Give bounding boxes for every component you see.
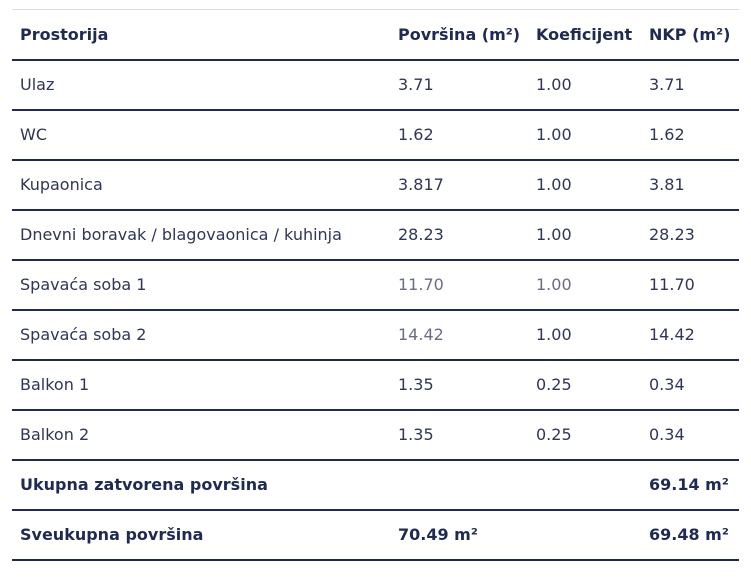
header-coef: Koeficijent: [536, 24, 633, 44]
total-closed-row: Ukupna zatvorena površina 69.14 m²: [12, 460, 739, 510]
cell-coef: 1.00: [536, 175, 572, 194]
table-row: Balkon 1 1.35 0.25 0.34: [12, 360, 739, 410]
total-closed-label: Ukupna zatvorena površina: [20, 475, 268, 494]
cell-area: 1.35: [398, 425, 434, 444]
cell-nkp: 3.81: [649, 175, 685, 194]
header-room: Prostorija: [20, 24, 109, 44]
table-row: Spavaća soba 2 14.42 1.00 14.42: [12, 310, 739, 360]
cell-room: Balkon 2: [20, 425, 90, 444]
total-overall-label: Sveukupna površina: [20, 525, 204, 544]
cell-area: 1.62: [398, 125, 434, 144]
total-closed-area: [390, 460, 528, 510]
header-nkp: NKP (m²): [649, 24, 731, 44]
table-row: Kupaonica 3.817 1.00 3.81: [12, 160, 739, 210]
header-area: Površina (m²): [398, 24, 521, 44]
cell-room: Ulaz: [20, 75, 55, 94]
cell-nkp: 0.34: [649, 375, 685, 394]
table-row: Spavaća soba 1 11.70 1.00 11.70: [12, 260, 739, 310]
cell-nkp: 3.71: [649, 75, 685, 94]
total-overall-nkp: 69.48 m²: [649, 525, 729, 544]
table-header: Prostorija Površina (m²) Koeficijent NKP…: [12, 9, 739, 60]
cell-area: 1.35: [398, 375, 434, 394]
table-body: Ulaz 3.71 1.00 3.71 WC 1.62 1.00 1.62 Ku…: [12, 60, 739, 560]
cell-room: Balkon 1: [20, 375, 90, 394]
header-row: Prostorija Površina (m²) Koeficijent NKP…: [12, 9, 739, 60]
cell-room: Spavaća soba 2: [20, 325, 147, 344]
cell-coef: 1.00: [536, 225, 572, 244]
cell-area: 3.71: [398, 75, 434, 94]
table-row: WC 1.62 1.00 1.62: [12, 110, 739, 160]
cell-area: 28.23: [398, 225, 444, 244]
cell-room: Kupaonica: [20, 175, 103, 194]
total-overall-row: Sveukupna površina 70.49 m² 69.48 m²: [12, 510, 739, 560]
cell-nkp: 0.34: [649, 425, 685, 444]
cell-room: Spavaća soba 1: [20, 275, 147, 294]
cell-nkp: 14.42: [649, 325, 695, 344]
cell-coef: 1.00: [536, 75, 572, 94]
table-row: Ulaz 3.71 1.00 3.71: [12, 60, 739, 110]
cell-area: 14.42: [398, 325, 444, 344]
cell-room: Dnevni boravak / blagovaonica / kuhinja: [20, 225, 342, 244]
cell-coef: 1.00: [536, 125, 572, 144]
cell-coef: 1.00: [536, 325, 572, 344]
total-closed-coef: [528, 460, 641, 510]
total-closed-nkp: 69.14 m²: [649, 475, 729, 494]
total-overall-coef: [528, 510, 641, 560]
cell-nkp: 28.23: [649, 225, 695, 244]
area-table: Prostorija Površina (m²) Koeficijent NKP…: [12, 9, 739, 561]
cell-nkp: 1.62: [649, 125, 685, 144]
cell-coef: 0.25: [536, 375, 572, 394]
total-overall-area: 70.49 m²: [398, 525, 478, 544]
table-row: Dnevni boravak / blagovaonica / kuhinja …: [12, 210, 739, 260]
cell-coef: 0.25: [536, 425, 572, 444]
cell-room: WC: [20, 125, 47, 144]
cell-area: 3.817: [398, 175, 444, 194]
cell-nkp: 11.70: [649, 275, 695, 294]
cell-coef: 1.00: [536, 275, 572, 294]
cell-area: 11.70: [398, 275, 444, 294]
table-row: Balkon 2 1.35 0.25 0.34: [12, 410, 739, 460]
